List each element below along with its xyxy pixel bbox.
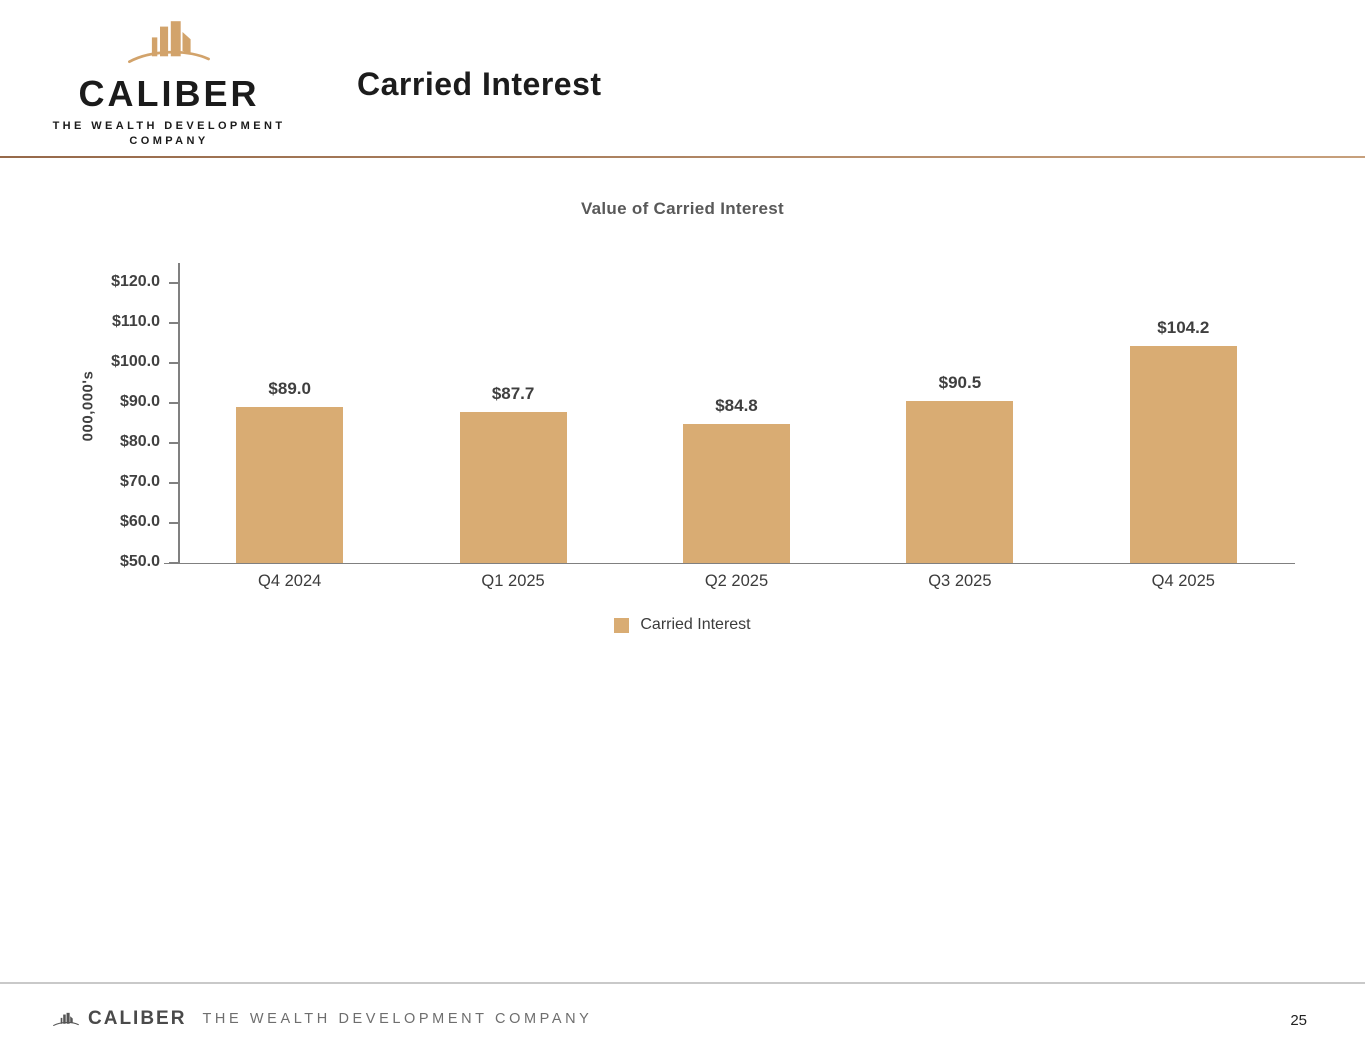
chart-legend: Carried Interest [0,616,1365,634]
bar-q4-2024 [236,407,344,563]
brand-tagline-line2: COMPANY [129,135,209,147]
bar-q2-2025 [683,423,790,563]
bar-q4-2025 [1129,346,1237,563]
footer-divider-line [0,982,1365,984]
y-tick-mark [169,362,178,364]
caliber-building-icon [46,12,292,75]
y-tick-label: $120.0 [111,273,160,290]
y-tick-mark [169,282,178,284]
y-tick-mark [169,522,178,524]
y-tick-label: $70.0 [119,473,160,490]
x-axis-line [164,562,1295,564]
legend-swatch [614,617,630,633]
brand-tagline-line1: THE WEALTH DEVELOPMENT [52,120,286,132]
x-tick-label: Q3 2025 [928,572,992,590]
footer-brand-wordmark: CALIBER [88,1008,187,1029]
legend-label: Carried Interest [640,616,751,633]
y-tick-mark [169,402,178,404]
x-tick-label: Q1 2025 [481,572,545,590]
header-logo-block: CALIBER THE WEALTH DEVELOPMENT COMPANY [46,12,292,149]
bar-value-label: $90.5 [938,373,982,392]
y-tick-label: $80.0 [119,433,160,450]
y-tick-label: $50.0 [119,553,160,570]
bar-q3-2025 [906,401,1014,563]
page-number: 25 [1290,1012,1307,1029]
y-tick-label: $100.0 [111,353,160,370]
footer-brand-row: CALIBER THE WEALTH DEVELOPMENT COMPANY [52,1008,592,1030]
chart-title: Value of Carried Interest [580,199,785,218]
page-title: Carried Interest [357,66,602,102]
bar-q1-2025 [459,412,567,563]
y-axis-line [178,263,180,563]
x-tick-label: Q2 2025 [704,572,769,590]
y-tick-mark [169,562,178,564]
footer-building-icon [52,1008,80,1030]
y-tick-mark [169,442,178,444]
bar-value-label: $104.2 [1157,318,1210,338]
brand-tagline: THE WEALTH DEVELOPMENT COMPANY [46,119,292,149]
y-tick-mark [169,482,178,484]
x-tick-label: Q4 2025 [1151,572,1215,590]
bar-value-label: $87.7 [491,384,535,404]
header-divider-line [0,156,1365,158]
x-tick-label: Q4 2024 [258,572,322,590]
bar-value-label: $84.8 [715,395,758,415]
y-tick-label: $90.0 [119,393,160,410]
bar-value-label: $89.0 [268,379,311,398]
y-tick-mark [169,322,178,324]
brand-wordmark: CALIBER [78,73,260,114]
footer-tagline: THE WEALTH DEVELOPMENT COMPANY [202,1011,593,1027]
y-tick-label: $60.0 [119,513,160,530]
plot-area: $50.0 $60.0 $70.0 $80.0 $90.0 $100.0 $110.0 $12… [111,263,1295,590]
y-tick-label: $110.0 [111,313,160,330]
